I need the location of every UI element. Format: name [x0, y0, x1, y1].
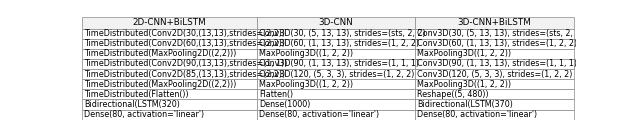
Bar: [415, 39, 573, 49]
Bar: [257, 59, 415, 69]
Text: MaxPooling3D((1, 2, 2)): MaxPooling3D((1, 2, 2)): [259, 49, 353, 58]
Text: Dense(80, activation='linear'): Dense(80, activation='linear'): [84, 110, 205, 119]
Bar: [83, 79, 257, 89]
Bar: [415, 49, 573, 59]
Text: Conv3D(60, (1, 13, 13), strides=(1, 2, 2): Conv3D(60, (1, 13, 13), strides=(1, 2, 2…: [259, 39, 419, 48]
Text: MaxPooling3D((1, 2, 2)): MaxPooling3D((1, 2, 2)): [259, 80, 353, 89]
Text: Dense(1000): Dense(1000): [259, 100, 310, 109]
Bar: [257, 89, 415, 99]
Text: Dense(80, activation='linear'): Dense(80, activation='linear'): [417, 110, 537, 119]
Bar: [257, 109, 415, 120]
Text: TimeDistributed(Conv2D(30,(13,13),strides=(2,2)): TimeDistributed(Conv2D(30,(13,13),stride…: [84, 29, 285, 38]
Text: Reshape((5, 480)): Reshape((5, 480)): [417, 90, 488, 99]
Bar: [83, 89, 257, 99]
Text: Bidirectional(LSTM(320): Bidirectional(LSTM(320): [84, 100, 180, 109]
Text: TimeDistributed(MaxPooling2D((2,2))): TimeDistributed(MaxPooling2D((2,2))): [84, 49, 237, 58]
Text: TimeDistributed(Conv2D(60,(13,13),strides=(2,2)): TimeDistributed(Conv2D(60,(13,13),stride…: [84, 39, 285, 48]
Bar: [83, 99, 257, 109]
Bar: [83, 39, 257, 49]
Text: 2D-CNN+BiLSTM: 2D-CNN+BiLSTM: [133, 18, 207, 27]
Text: Conv3D(90, (1, 13, 13), strides=(1, 1, 1): Conv3D(90, (1, 13, 13), strides=(1, 1, 1…: [417, 60, 577, 68]
Bar: [257, 29, 415, 39]
Bar: [257, 69, 415, 79]
Bar: [83, 69, 257, 79]
Text: TimeDistributed(MaxPooling2D((2,2))): TimeDistributed(MaxPooling2D((2,2))): [84, 80, 237, 89]
Text: 3D-CNN+BiLSTM: 3D-CNN+BiLSTM: [458, 18, 531, 27]
Bar: [415, 79, 573, 89]
Bar: [257, 49, 415, 59]
Text: 3D-CNN: 3D-CNN: [319, 18, 353, 27]
Bar: [83, 29, 257, 39]
Text: Conv3D(90, (1, 13, 13), strides=(1, 1, 1): Conv3D(90, (1, 13, 13), strides=(1, 1, 1…: [259, 60, 419, 68]
Bar: [415, 17, 573, 29]
Bar: [257, 17, 415, 29]
Text: Conv3D(120, (5, 3, 3), strides=(1, 2, 2): Conv3D(120, (5, 3, 3), strides=(1, 2, 2): [417, 70, 572, 79]
Text: Conv3D(30, (5, 13, 13), strides=(sts, 2, 2): Conv3D(30, (5, 13, 13), strides=(sts, 2,…: [417, 29, 584, 38]
Bar: [83, 109, 257, 120]
Text: Conv3D(30, (5, 13, 13), strides=(sts, 2, 2): Conv3D(30, (5, 13, 13), strides=(sts, 2,…: [259, 29, 426, 38]
Text: Flatten(): Flatten(): [259, 90, 293, 99]
Bar: [257, 39, 415, 49]
Bar: [257, 99, 415, 109]
Bar: [415, 89, 573, 99]
Text: Dense(80, activation='linear'): Dense(80, activation='linear'): [259, 110, 379, 119]
Text: TimeDistributed(Conv2D(90,(13,13),strides=(1, 1)): TimeDistributed(Conv2D(90,(13,13),stride…: [84, 60, 288, 68]
Bar: [415, 69, 573, 79]
Bar: [415, 59, 573, 69]
Bar: [415, 29, 573, 39]
Bar: [83, 59, 257, 69]
Text: Bidirectional(LSTM(370): Bidirectional(LSTM(370): [417, 100, 513, 109]
Text: Conv3D(60, (1, 13, 13), strides=(1, 2, 2): Conv3D(60, (1, 13, 13), strides=(1, 2, 2…: [417, 39, 577, 48]
Bar: [83, 17, 257, 29]
Text: MaxPooling3D((1, 2, 2)): MaxPooling3D((1, 2, 2)): [417, 80, 511, 89]
Bar: [83, 49, 257, 59]
Text: Conv3D(120, (5, 3, 3), strides=(1, 2, 2): Conv3D(120, (5, 3, 3), strides=(1, 2, 2): [259, 70, 414, 79]
Text: TimeDistributed(Flatten()): TimeDistributed(Flatten()): [84, 90, 189, 99]
Text: TimeDistributed(Conv2D(85,(13,13),strides=(2,2)): TimeDistributed(Conv2D(85,(13,13),stride…: [84, 70, 285, 79]
Text: MaxPooling3D((1, 2, 2)): MaxPooling3D((1, 2, 2)): [417, 49, 511, 58]
Bar: [415, 109, 573, 120]
Bar: [415, 99, 573, 109]
Bar: [257, 79, 415, 89]
